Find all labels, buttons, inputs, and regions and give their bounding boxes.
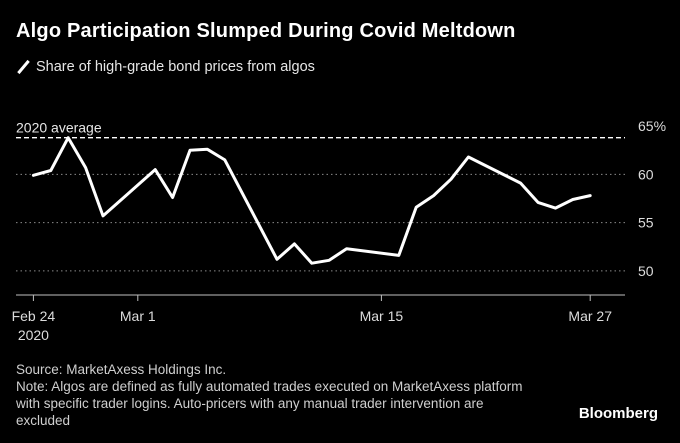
- average-reference-label: 2020 average: [16, 120, 102, 136]
- series-line-algo-share: [31, 136, 592, 265]
- x-tick-label: Feb 24: [12, 308, 56, 324]
- legend: Share of high-grade bond prices from alg…: [16, 59, 315, 75]
- y-tick-label: 55: [638, 215, 654, 231]
- y-tick-label: 65%: [638, 118, 666, 134]
- x-tick-sublabel: 2020: [18, 327, 49, 343]
- note-text: Note: Algos are defined as fully automat…: [16, 379, 523, 428]
- y-tick-label: 50: [638, 263, 654, 279]
- legend-label: Share of high-grade bond prices from alg…: [36, 59, 315, 75]
- bloomberg-logo: Bloomberg: [578, 405, 658, 422]
- x-tick-label: Mar 1: [120, 308, 156, 324]
- x-tick-label: Mar 15: [360, 308, 404, 324]
- chart-title: Algo Participation Slumped During Covid …: [16, 20, 516, 42]
- x-tick-label: Mar 27: [568, 308, 612, 324]
- source-text: Source: MarketAxess Holdings Inc.: [16, 362, 227, 377]
- y-tick-label: 60: [638, 166, 654, 182]
